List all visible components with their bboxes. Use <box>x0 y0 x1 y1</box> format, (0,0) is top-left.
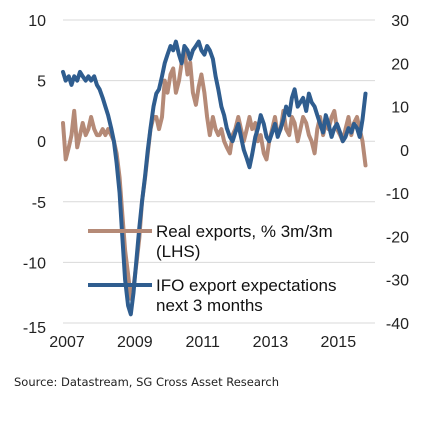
legend-label-ifo: IFO export expectations <box>156 276 336 295</box>
right-tick-label: 20 <box>391 56 409 73</box>
left-tick-label: 0 <box>37 134 46 151</box>
right-tick-label: -20 <box>386 229 409 246</box>
right-tick-label: -30 <box>386 273 409 290</box>
legend-label-real-exports: Real exports, % 3m/3m <box>156 222 333 241</box>
right-tick-label: -10 <box>386 186 409 203</box>
x-tick-label: 2011 <box>185 334 220 351</box>
right-tick-label: 10 <box>391 100 409 117</box>
series-line-ifo <box>61 39 368 317</box>
series-line-real-exports <box>61 48 368 301</box>
x-tick-label: 2015 <box>321 334 357 351</box>
left-tick-label: -10 <box>23 255 46 272</box>
left-tick-label: -5 <box>32 195 46 212</box>
right-tick-label: 0 <box>400 143 409 160</box>
series-lines <box>61 39 368 317</box>
right-tick-label: -40 <box>386 316 409 333</box>
x-axis-ticks: 2007 2009 2011 2013 2015 <box>49 334 356 351</box>
right-axis-ticks: 30 20 10 0 -10 -20 -30 -40 <box>386 13 409 333</box>
left-tick-label: -15 <box>23 320 46 337</box>
legend-label-real-exports-sub: (LHS) <box>156 242 200 261</box>
legend-label-ifo-sub: next 3 months <box>156 296 263 315</box>
x-tick-label: 2013 <box>253 334 289 351</box>
source-note: Source: Datastream, SG Cross Asset Resea… <box>14 375 279 389</box>
x-tick-label: 2007 <box>49 334 85 351</box>
left-tick-label: 10 <box>28 13 46 30</box>
left-tick-label: 5 <box>37 74 46 91</box>
x-tick-label: 2009 <box>117 334 153 351</box>
legend: Real exports, % 3m/3m (LHS) IFO export e… <box>88 222 336 315</box>
right-tick-label: 30 <box>391 13 409 30</box>
left-axis-ticks: 10 5 0 -5 -10 -15 <box>23 13 46 337</box>
